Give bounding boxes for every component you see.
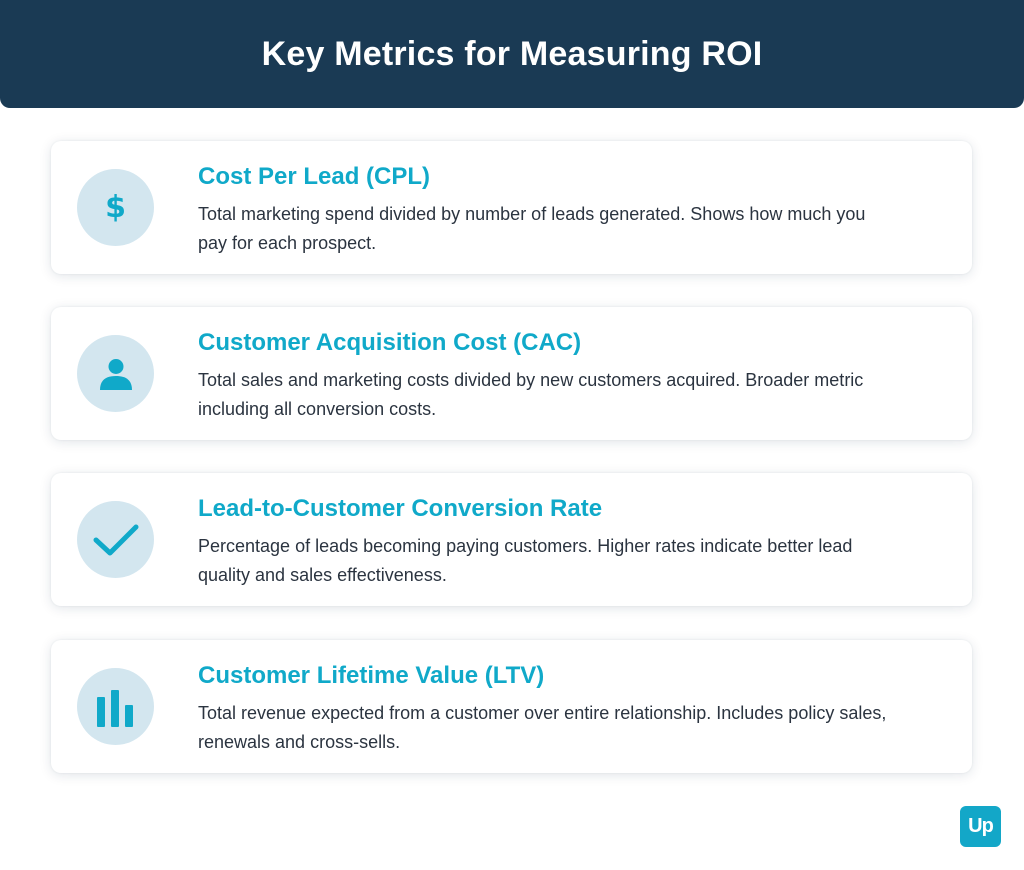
logo-text: Up: [968, 815, 994, 837]
bar-chart-icon: [77, 668, 154, 745]
metric-description: Total sales and marketing costs divided …: [198, 370, 864, 419]
metric-description: Total revenue expected from a customer o…: [198, 703, 887, 752]
metric-card-conversion: Lead-to-Customer Conversion Rate Percent…: [51, 473, 972, 606]
header-banner: Key Metrics for Measuring ROI: [0, 0, 1024, 108]
metric-title: Lead-to-Customer Conversion Rate: [198, 495, 603, 522]
metric-title: Customer Acquisition Cost (CAC): [198, 329, 582, 356]
page-title: Key Metrics for Measuring ROI: [261, 34, 763, 73]
dollar-icon: $: [77, 169, 154, 246]
checkmark-icon: [77, 501, 154, 578]
metric-description: Total marketing spend divided by number …: [198, 204, 866, 253]
metric-description: Percentage of leads becoming paying cust…: [198, 536, 853, 585]
metric-title: Customer Lifetime Value (LTV): [198, 662, 545, 689]
metric-card-cac: Customer Acquisition Cost (CAC) Total sa…: [51, 307, 972, 440]
metric-title: Cost Per Lead (CPL): [198, 163, 431, 190]
metric-card-cpl: $ Cost Per Lead (CPL) Total marketing sp…: [51, 141, 972, 274]
brand-logo: Up: [960, 806, 1001, 847]
person-icon: [77, 335, 154, 412]
metric-card-ltv: Customer Lifetime Value (LTV) Total reve…: [51, 640, 972, 773]
